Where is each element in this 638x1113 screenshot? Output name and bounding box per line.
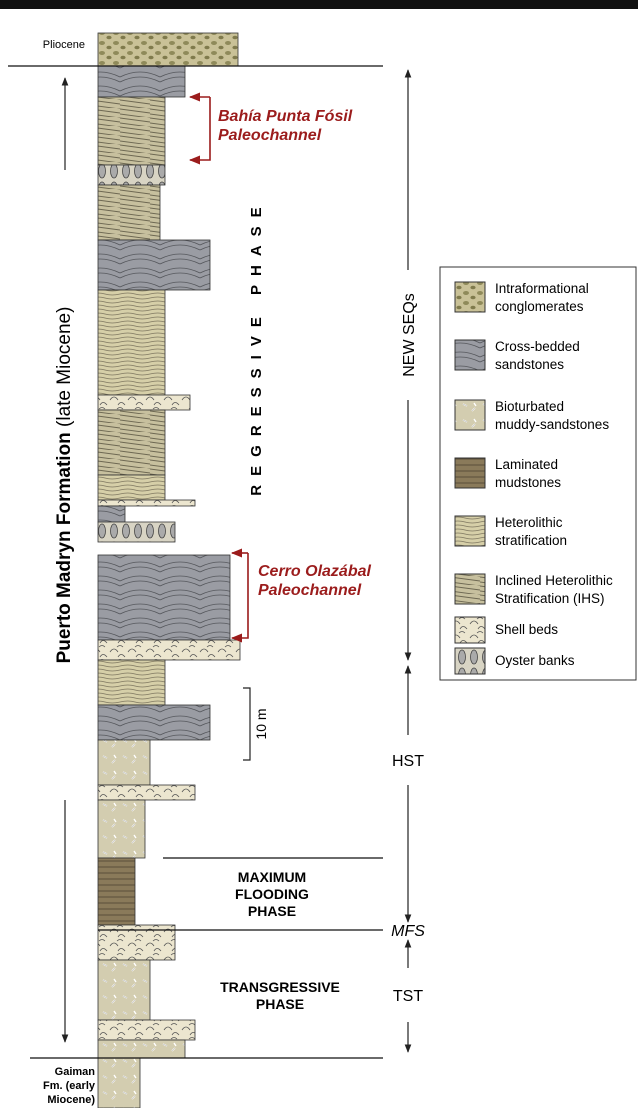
bed	[98, 66, 185, 97]
legend-line: Stratification (IHS)	[495, 591, 605, 606]
bed	[98, 240, 210, 290]
regressive-phase: REGRESSIVE PHASE	[248, 198, 265, 495]
text-line: Fm. (early	[43, 1080, 96, 1092]
bed	[98, 785, 195, 800]
legend-swatch	[455, 617, 485, 643]
legend-line: muddy-sandstones	[495, 417, 609, 432]
legend-swatch	[455, 516, 485, 546]
bed	[98, 290, 165, 395]
legend-label: Shell beds	[495, 622, 558, 637]
bed	[98, 475, 165, 500]
bed	[98, 500, 195, 506]
paleochannel-label: Cerro Olazábal Paleochannel	[258, 563, 371, 599]
bed	[98, 410, 165, 475]
text-line: PHASE	[248, 903, 296, 919]
bed	[98, 960, 150, 1020]
text-line: Paleochannel	[258, 582, 362, 599]
text-line: MAXIMUM	[238, 869, 306, 885]
bed	[98, 555, 230, 640]
bed	[98, 660, 165, 705]
text-line: TRANSGRESSIVE	[220, 979, 340, 995]
legend-line: Heterolithic	[495, 515, 563, 530]
bed	[98, 1058, 140, 1108]
column	[98, 33, 240, 1108]
legend-swatch	[455, 282, 485, 312]
bed	[98, 395, 190, 410]
bed	[98, 165, 165, 185]
tst-label: TST	[393, 988, 423, 1005]
text-line: Paleochannel	[218, 127, 322, 144]
new-seqs-label: NEW SEQs	[401, 293, 418, 377]
paleochannel-label: Bahía Punta Fósil Paleochannel	[218, 108, 353, 144]
legend-line: Cross-bedded	[495, 339, 580, 354]
bed	[98, 185, 160, 240]
legend-line: Inclined Heterolithic	[495, 573, 613, 588]
mfs-label: MFS	[391, 923, 425, 940]
legend-line: Laminated	[495, 457, 558, 472]
hst-label: HST	[392, 753, 424, 770]
legend-swatch	[455, 648, 485, 674]
bed	[98, 800, 145, 858]
scale-label: 10 m	[253, 708, 269, 739]
formation-age: (late Miocene)	[54, 307, 75, 427]
top-bar	[0, 0, 638, 9]
bed	[98, 1040, 185, 1058]
text-line: Gaiman	[55, 1066, 96, 1078]
legend-line: conglomerates	[495, 299, 584, 314]
bed	[98, 33, 238, 66]
text-line: Cerro Olazábal	[258, 563, 371, 580]
stratigraphic-column: Intraformational conglomerates Cross-bedde…	[0, 0, 638, 1108]
pliocene-label: Pliocene	[43, 39, 85, 51]
legend-swatch	[455, 340, 485, 370]
legend-line: Oyster banks	[495, 653, 575, 668]
bed	[98, 97, 165, 165]
legend-swatch	[455, 574, 485, 604]
gaiman-label: Gaiman Fm. (early Miocene)	[43, 1066, 96, 1106]
legend-line: sandstones	[495, 357, 564, 372]
legend-line: mudstones	[495, 475, 561, 490]
bed	[98, 1020, 195, 1040]
bed	[98, 640, 240, 660]
legend-line: Intraformational	[495, 281, 589, 296]
legend-swatch	[455, 458, 485, 488]
formation-name: Puerto Madryn Formation	[54, 432, 75, 663]
legend-line: Shell beds	[495, 622, 558, 637]
legend-line: Bioturbated	[495, 399, 564, 414]
text-line: PHASE	[256, 996, 304, 1012]
legend-swatch	[455, 400, 485, 430]
text-line: Bahía Punta Fósil	[218, 108, 353, 125]
legend-label: Oyster banks	[495, 653, 575, 668]
bed	[98, 705, 210, 740]
bed	[98, 858, 135, 925]
text-line: FLOODING	[235, 886, 309, 902]
bed	[98, 740, 150, 785]
bed	[98, 506, 125, 522]
bed	[98, 522, 175, 542]
formation-label: Puerto Madryn Formation (late Miocene)	[54, 307, 75, 664]
text-line: Miocene)	[47, 1094, 95, 1106]
legend-line: stratification	[495, 533, 567, 548]
